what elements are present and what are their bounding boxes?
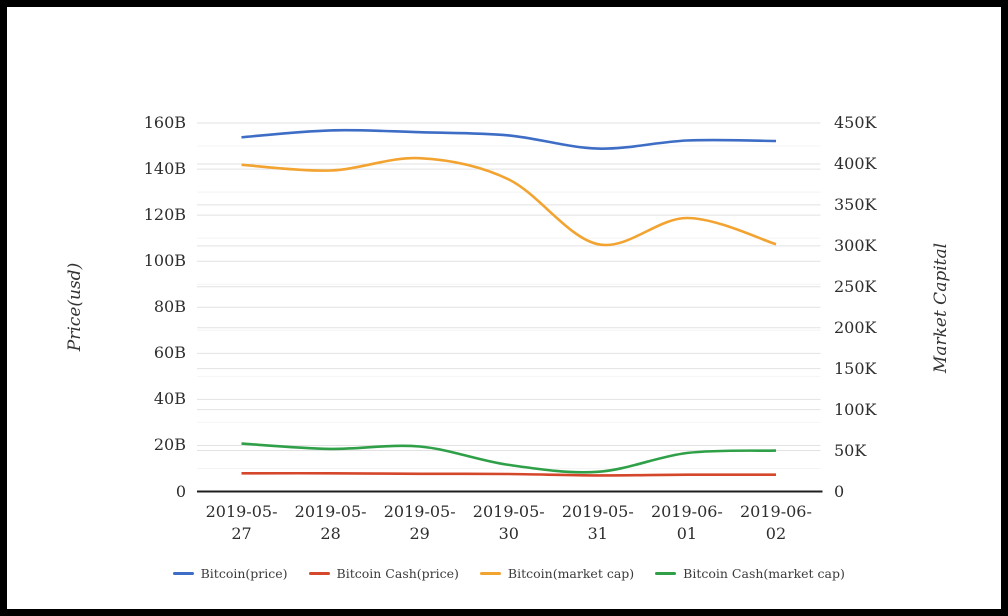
- y-axis-right-tick-label: 150K: [834, 358, 877, 378]
- legend-item-bitcoin-market-cap-[interactable]: Bitcoin(market cap): [479, 566, 635, 581]
- x-tick-line1: 2019-05-: [294, 502, 367, 521]
- x-axis-tick-label: 2019-06- 02: [721, 501, 831, 545]
- x-tick-line1: 2019-05-: [205, 502, 278, 521]
- y-axis-right-tick-label: 0: [834, 481, 845, 501]
- legend-swatch: [655, 572, 677, 575]
- x-tick-line1: 2019-06-: [650, 502, 723, 521]
- legend-item-bitcoin-cash-price-[interactable]: Bitcoin Cash(price): [308, 566, 459, 581]
- x-tick-line2: 01: [676, 524, 698, 543]
- x-tick-line2: 31: [587, 524, 608, 543]
- x-tick-line2: 27: [231, 524, 252, 543]
- x-tick-line1: 2019-05-: [472, 502, 545, 521]
- y-axis-left-tick-label: 20B: [153, 435, 186, 455]
- y-axis-right-tick-label: 50K: [834, 440, 867, 460]
- y-axis-left-tick-label: 40B: [153, 389, 186, 409]
- series-line-bitcoin-market-cap-: [241, 156, 777, 247]
- series-line-bitcoin-cash-price-: [241, 471, 777, 477]
- y-axis-right-tick-label: 450K: [834, 113, 877, 132]
- legend-label: Bitcoin(market cap): [507, 566, 635, 581]
- legend-item-bitcoin-price-[interactable]: Bitcoin(price): [172, 566, 288, 581]
- chart-canvas: Price(usd) Market Capital Bitcoin(price)…: [7, 7, 1001, 609]
- x-axis-tick-label: 2019-05- 29: [365, 501, 475, 545]
- legend-label: Bitcoin(price): [200, 566, 288, 581]
- chart-legend: Bitcoin(price) Bitcoin Cash(price) Bitcoin…: [172, 566, 845, 581]
- y-axis-left-tick-label: 60B: [153, 343, 186, 363]
- x-tick-line2: 30: [498, 524, 519, 543]
- x-axis-tick-label: 2019-05- 30: [454, 501, 564, 545]
- x-axis-tick-label: 2019-06- 01: [632, 501, 742, 545]
- x-axis-tick-label: 2019-05- 28: [276, 501, 386, 545]
- x-tick-line2: 28: [320, 524, 341, 543]
- legend-label: Bitcoin Cash(price): [336, 566, 459, 581]
- series-line-bitcoin-price-: [241, 128, 777, 150]
- x-tick-line2: 29: [409, 524, 430, 543]
- y-axis-left-tick-label: 120B: [143, 205, 186, 225]
- legend-item-bitcoin-cash-market-cap-[interactable]: Bitcoin Cash(market cap): [655, 566, 845, 581]
- y-axis-right-tick-label: 100K: [834, 399, 877, 419]
- legend-label: Bitcoin Cash(market cap): [683, 566, 845, 581]
- y-axis-left-tick-label: 0: [175, 481, 186, 501]
- y-axis-left-tick-label: 160B: [143, 113, 186, 132]
- y-axis-right-tick-label: 400K: [834, 153, 877, 173]
- x-axis-tick-label: 2019-05- 27: [187, 501, 297, 545]
- x-axis-tick-label: 2019-05- 31: [543, 501, 653, 545]
- x-tick-line1: 2019-05-: [561, 502, 634, 521]
- y-axis-right-tick-label: 250K: [834, 276, 877, 296]
- x-tick-line1: 2019-05-: [383, 502, 456, 521]
- x-tick-line1: 2019-06-: [740, 502, 812, 521]
- x-tick-line2: 02: [765, 524, 787, 543]
- y-axis-right-tick-label: 350K: [834, 194, 877, 214]
- y-axis-title-right: Market Capital: [931, 242, 951, 374]
- y-axis-right-tick-label: 200K: [834, 317, 877, 337]
- y-axis-left-tick-label: 100B: [143, 251, 186, 271]
- legend-swatch: [479, 572, 501, 575]
- legend-swatch: [308, 572, 330, 575]
- y-axis-title-left: Price(usd): [65, 262, 85, 352]
- legend-swatch: [172, 572, 194, 575]
- y-axis-left-tick-label: 80B: [153, 297, 186, 317]
- y-axis-right-tick-label: 300K: [834, 235, 877, 255]
- y-axis-left-tick-label: 140B: [143, 159, 186, 179]
- series-line-bitcoin-cash-market-cap-: [241, 442, 777, 474]
